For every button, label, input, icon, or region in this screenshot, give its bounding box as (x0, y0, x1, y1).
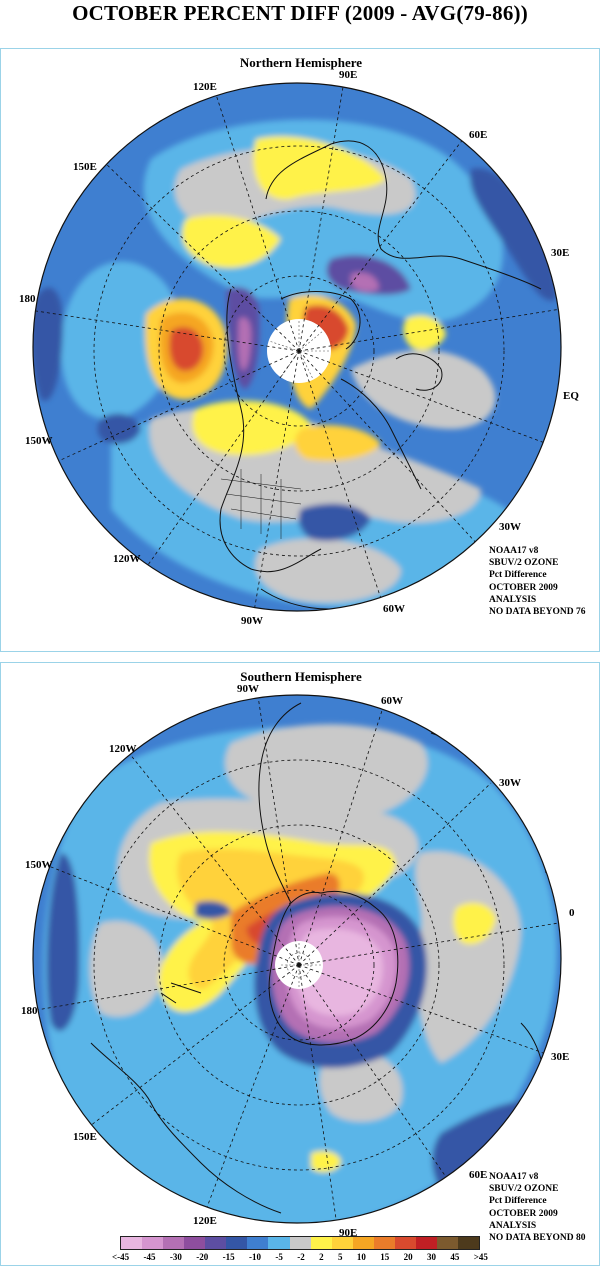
legend-swatch (415, 1237, 437, 1249)
legend-swatch (205, 1237, 227, 1249)
south-info-line: NOAA17 v8 (489, 1172, 539, 1182)
north-info-line: ANALYSIS (489, 594, 537, 605)
south-label-0: 0 (569, 907, 575, 919)
north-map-border (32, 82, 562, 612)
south-polar-map (32, 694, 562, 1224)
north-label-30e: 30E (551, 247, 570, 259)
north-label-150e: 150E (73, 161, 97, 173)
page-title: OCTOBER PERCENT DIFF (2009 - AVG(79-86)) (72, 1, 528, 25)
north-label-180: 180 (19, 293, 36, 305)
north-label-150w: 150W (25, 435, 53, 447)
north-label-60w: 60W (383, 603, 405, 615)
legend-swatch (142, 1237, 164, 1249)
south-label-150e: 150E (73, 1131, 97, 1143)
south-label-120e: 120E (193, 1215, 217, 1227)
legend-label: 5 (338, 1252, 343, 1262)
north-graticule (35, 83, 561, 611)
southern-hemisphere-panel: Southern Hemisphere (0, 662, 600, 1266)
south-label-90w: 90W (237, 683, 259, 695)
legend-swatch (310, 1237, 332, 1249)
north-info-line: SBUV/2 OZONE (489, 558, 559, 569)
north-label-90e: 90E (339, 69, 358, 81)
legend-label: 20 (403, 1252, 413, 1262)
legend-label: 15 (380, 1252, 390, 1262)
north-map-title: Northern Hemisphere (239, 55, 363, 70)
color-legend-labels: <-45 -45 -30 -20 -15 -10 -5 -2 2 5 10 15 20 30 45 >45 (112, 1252, 488, 1262)
north-label-120w: 120W (113, 553, 141, 565)
north-info-block: NOAA17 v8 SBUV/2 OZONE Pct Difference OC… (489, 545, 586, 618)
legend-swatch (394, 1237, 416, 1249)
legend-swatch (352, 1237, 374, 1249)
north-polar-map (32, 82, 562, 612)
south-map-border (32, 694, 562, 1224)
legend-label: 45 (450, 1252, 460, 1262)
north-boundaries (220, 469, 302, 539)
legend-label: <-45 (112, 1252, 130, 1262)
legend-swatch (163, 1237, 185, 1249)
color-legend-bar (120, 1236, 480, 1250)
south-label-30w: 30W (499, 777, 521, 789)
north-info-line: NOAA17 v8 (489, 546, 539, 556)
south-info-line: ANALYSIS (489, 1220, 537, 1231)
legend-label: -10 (249, 1252, 262, 1262)
legend-swatch (247, 1237, 269, 1249)
north-info-line: NO DATA BEYOND 76 (489, 607, 586, 618)
legend-swatch (373, 1237, 395, 1249)
south-label-180: 180 (21, 1005, 38, 1017)
south-info-line: OCTOBER 2009 (489, 1208, 558, 1219)
south-info-line: NO DATA BEYOND 80 (489, 1233, 586, 1244)
north-info-line: Pct Difference (489, 570, 547, 581)
south-label-30e: 30E (551, 1051, 570, 1063)
legend-label: -2 (297, 1252, 305, 1262)
north-label-30w: 30W (499, 521, 521, 533)
legend-label: -20 (196, 1252, 209, 1262)
south-graticule (33, 695, 561, 1223)
north-label-60e: 60E (469, 129, 488, 141)
north-label-90w: 90W (241, 615, 263, 627)
legend-swatch (436, 1237, 458, 1249)
legend-swatch (226, 1237, 248, 1249)
legend-label: -30 (169, 1252, 182, 1262)
legend-swatch (458, 1237, 480, 1249)
legend-label: -45 (143, 1252, 156, 1262)
south-label-150w: 150W (25, 859, 53, 871)
legend-swatch (289, 1237, 311, 1249)
legend-label: -15 (222, 1252, 235, 1262)
legend-swatch (184, 1237, 206, 1249)
south-info-line: Pct Difference (489, 1196, 547, 1207)
north-label-120e: 120E (193, 81, 217, 93)
legend-swatch (331, 1237, 353, 1249)
legend-swatch (268, 1237, 290, 1249)
legend-label: 30 (427, 1252, 437, 1262)
legend-swatch (121, 1237, 143, 1249)
legend-label: 10 (356, 1252, 366, 1262)
south-label-60w: 60W (381, 695, 403, 707)
south-info-line: SBUV/2 OZONE (489, 1184, 559, 1195)
legend-label: -5 (275, 1252, 283, 1262)
south-label-120w: 120W (109, 743, 137, 755)
north-info-line: OCTOBER 2009 (489, 582, 558, 593)
south-label-60e: 60E (469, 1169, 488, 1181)
south-info-block: NOAA17 v8 SBUV/2 OZONE Pct Difference OC… (489, 1171, 586, 1244)
legend-label: 2 (319, 1252, 324, 1262)
north-label-eq: EQ (563, 390, 579, 402)
south-map-title: Southern Hemisphere (240, 669, 362, 684)
legend-label: >45 (473, 1252, 488, 1262)
northern-hemisphere-panel: Northern Hemisphere (0, 48, 600, 652)
